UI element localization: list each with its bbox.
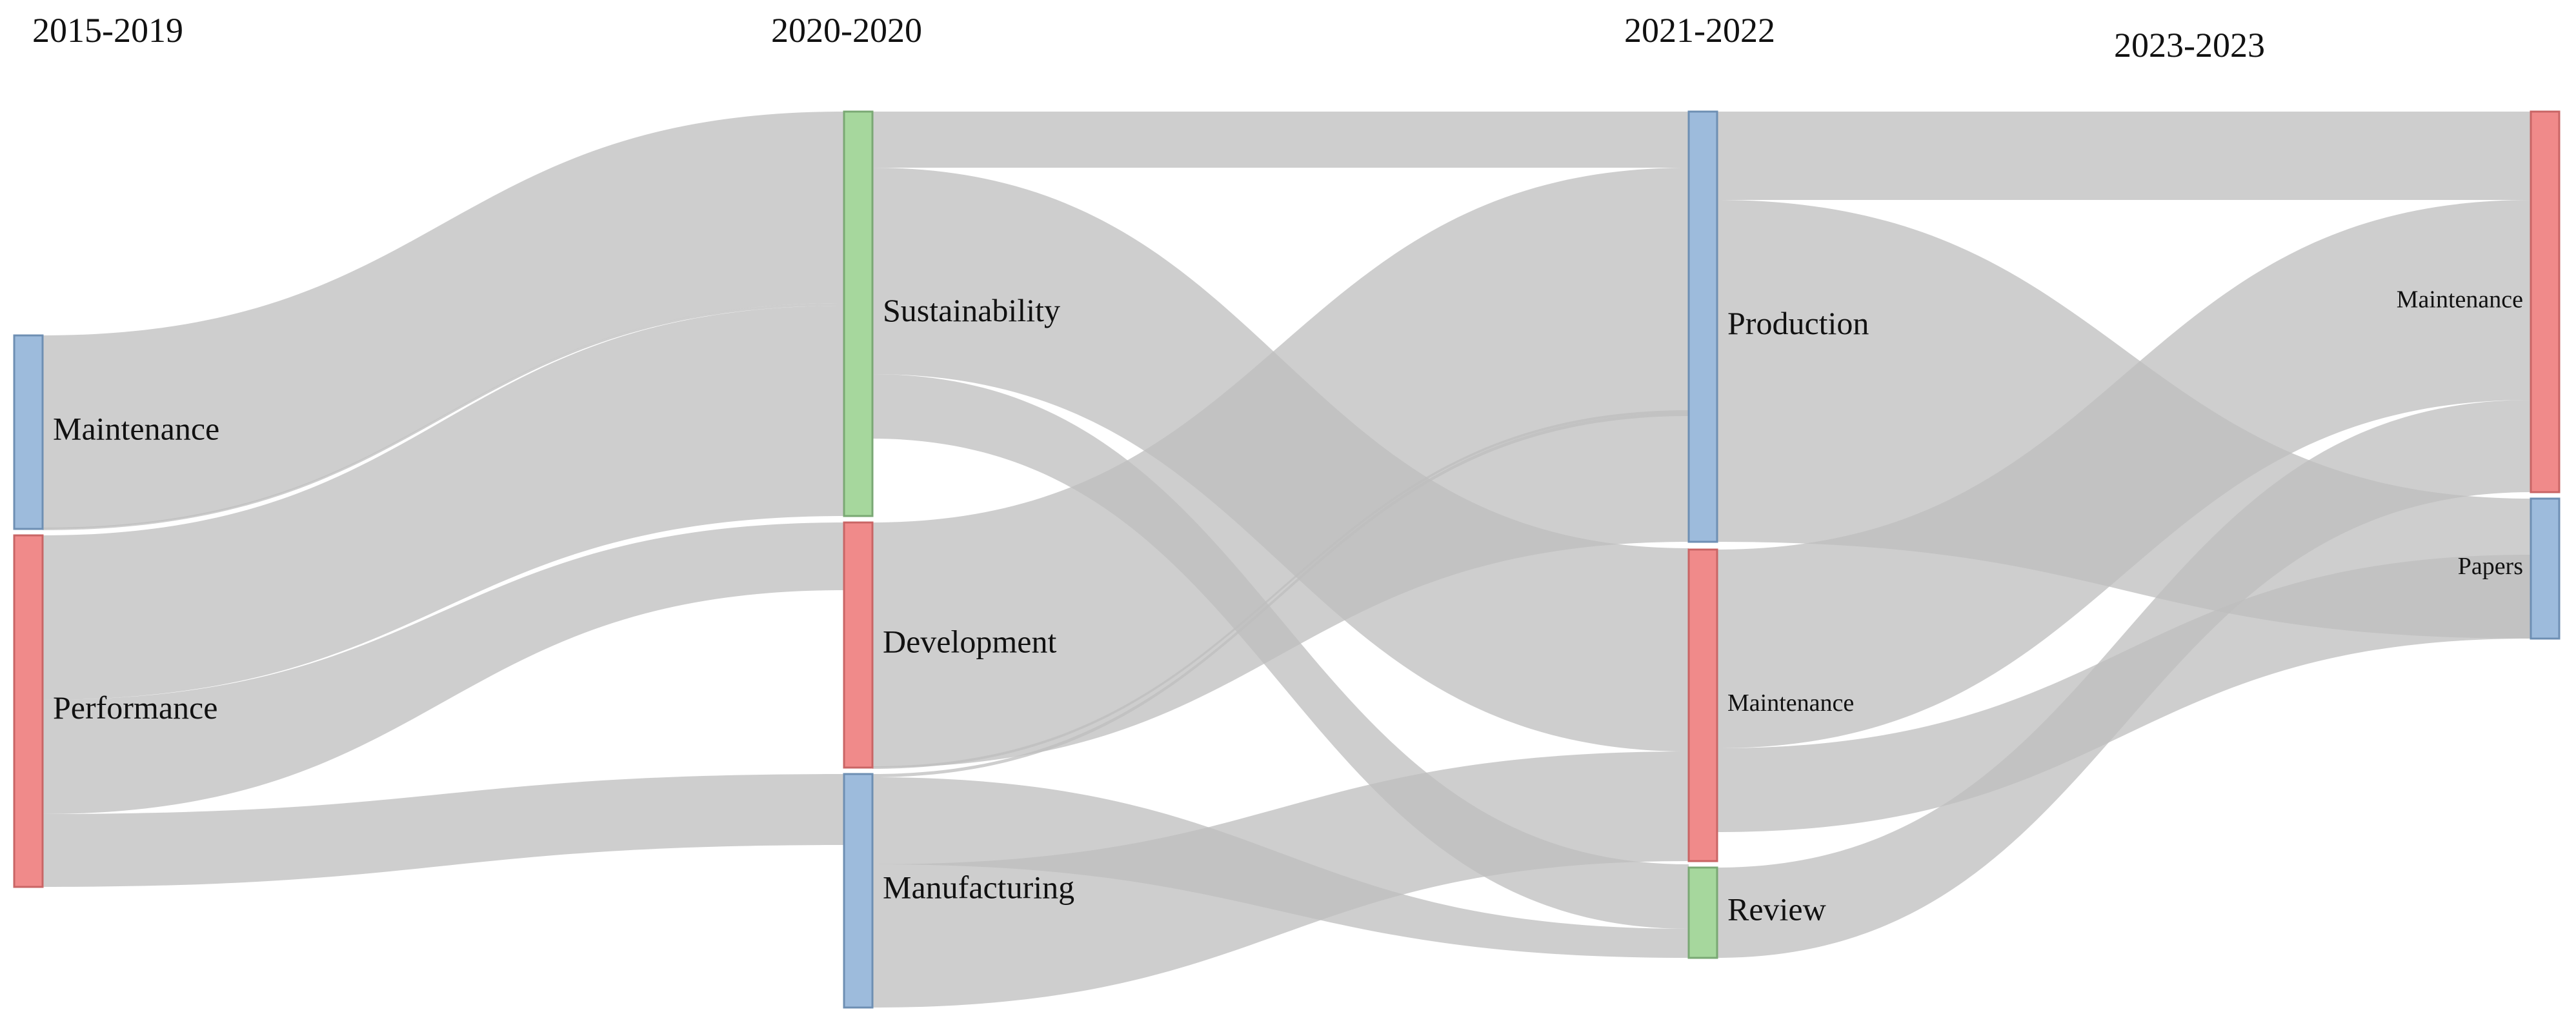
node-r22	[1687, 866, 1718, 959]
node-label-d20: Development	[883, 623, 1056, 659]
period-labels: 2015-2019 2020-2020 2021-2022 2023-2023	[32, 11, 2265, 65]
flow-p19-to-d20	[43, 522, 844, 814]
node-label-r22: Review	[1727, 891, 1826, 927]
node-p19	[13, 534, 44, 888]
period-label: 2015-2019	[32, 11, 183, 50]
node-m19	[13, 334, 44, 530]
flow-d20-to-pr22	[872, 410, 1689, 769]
sankey-labels: Maintenance Performance Sustainability Deve…	[53, 286, 2523, 928]
flow-mf20-to-r22	[872, 777, 1689, 958]
node-label-pr22: Production	[1727, 305, 1869, 341]
period-label: 2020-2020	[771, 11, 922, 50]
flow-r22-to-m23	[1717, 400, 2531, 958]
sankey-flows	[43, 112, 2531, 1008]
node-label-s20: Sustainability	[883, 292, 1060, 328]
period-label: 2021-2022	[1624, 11, 1775, 50]
flow-p19-to-mf20	[43, 774, 844, 887]
node-label-pa23: Papers	[2458, 553, 2523, 580]
flow-d20-to-pr22	[872, 168, 1689, 768]
node-pa23	[2530, 497, 2561, 640]
node-d20	[843, 521, 874, 769]
period-label: 2023-2023	[2114, 26, 2265, 65]
flow-mf20-to-pr22	[872, 413, 1689, 777]
node-s20	[843, 110, 874, 517]
flow-m19-to-s20	[43, 112, 844, 529]
flow-m19-to-s20	[43, 303, 844, 530]
sankey-nodes	[13, 110, 2561, 1009]
flow-m22-to-m23	[1717, 200, 2531, 748]
node-label-m23: Maintenance	[2397, 286, 2523, 313]
flow-s20-to-pr22	[872, 112, 1689, 168]
flow-pr22-to-m23	[1717, 112, 2531, 200]
node-label-m22: Maintenance	[1727, 690, 1854, 717]
node-m23	[2530, 110, 2561, 493]
flow-p19-to-s20	[43, 306, 844, 700]
node-label-m19: Maintenance	[53, 410, 219, 446]
node-pr22	[1687, 110, 1718, 543]
node-mf20	[843, 773, 874, 1009]
node-m22	[1687, 548, 1718, 862]
node-label-p19: Performance	[53, 690, 217, 726]
node-label-mf20: Manufacturing	[883, 869, 1074, 905]
